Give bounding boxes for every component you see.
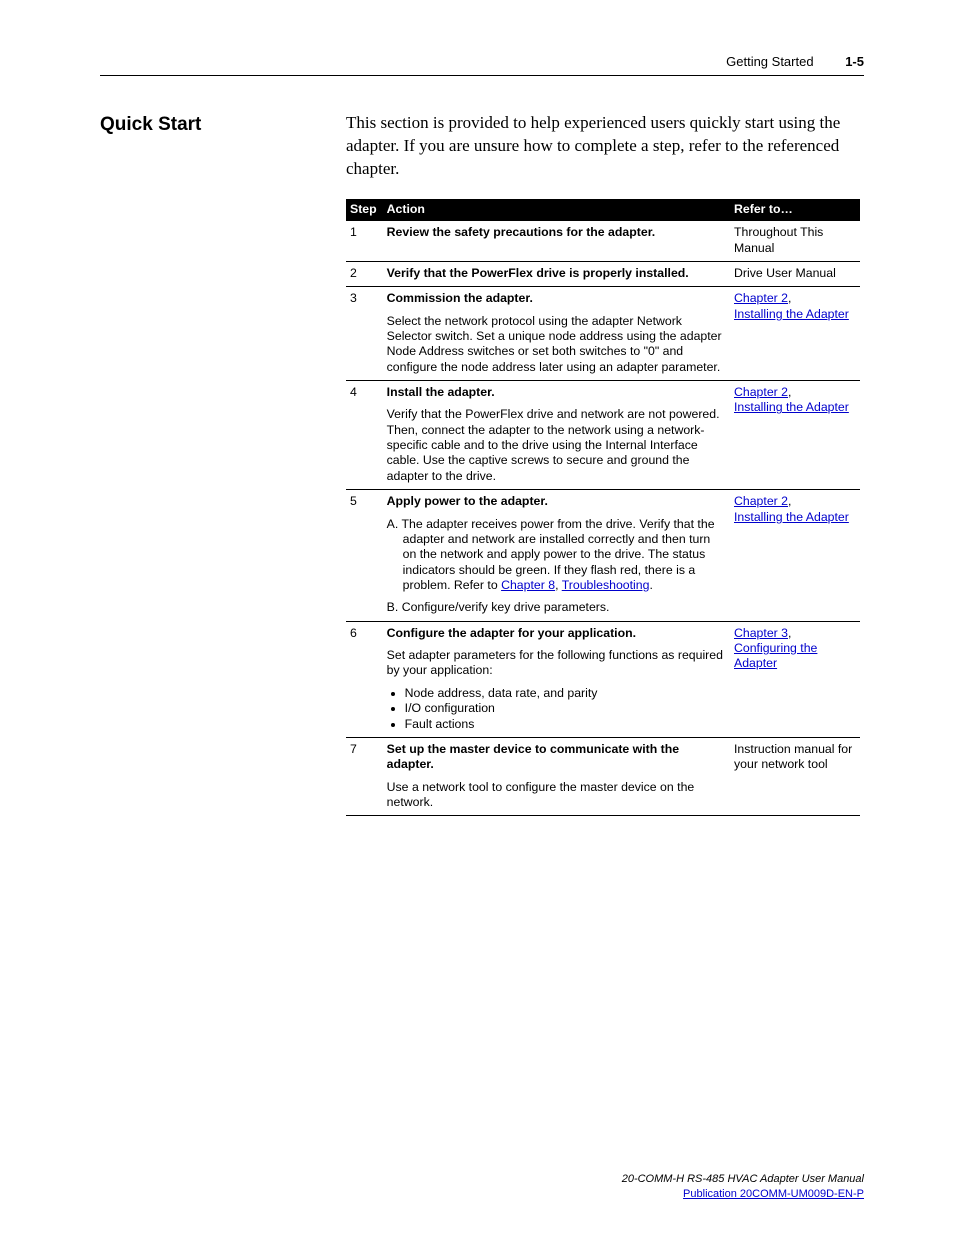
cell-step: 6 [346, 621, 383, 737]
refer-sep: , [788, 626, 791, 640]
cell-action: Install the adapter. Verify that the Pow… [383, 381, 730, 490]
table-row: 5 Apply power to the adapter. A. The ada… [346, 490, 860, 622]
cell-step: 7 [346, 737, 383, 815]
header-breadcrumb: Getting Started [726, 54, 813, 69]
action-item-b: B. Configure/verify key drive parameters… [387, 600, 724, 615]
cell-step: 2 [346, 261, 383, 286]
footer-manual-title: 20-COMM-H RS-485 HVAC Adapter User Manua… [622, 1172, 864, 1186]
refer-link[interactable]: Installing the Adapter [734, 307, 849, 321]
bullet-item: Fault actions [405, 717, 724, 732]
cell-refer: Drive User Manual [730, 261, 860, 286]
cell-step: 4 [346, 381, 383, 490]
quick-start-table: Step Action Refer to… 1 Review the safet… [346, 199, 860, 817]
action-title: Commission the adapter. [387, 291, 533, 305]
refer-link[interactable]: Installing the Adapter [734, 510, 849, 524]
action-title: Verify that the PowerFlex drive is prope… [387, 266, 689, 280]
cell-refer: Chapter 2, Installing the Adapter [730, 490, 860, 622]
action-item-a: A. The adapter receives power from the d… [387, 517, 724, 594]
cell-step: 3 [346, 287, 383, 381]
cell-step: 5 [346, 490, 383, 622]
action-title: Review the safety precautions for the ad… [387, 225, 656, 239]
bullet-item: Node address, data rate, and parity [405, 686, 724, 701]
cell-action: Apply power to the adapter. A. The adapt… [383, 490, 730, 622]
cell-action: Set up the master device to communicate … [383, 737, 730, 815]
table-row: 4 Install the adapter. Verify that the P… [346, 381, 860, 490]
cell-action: Commission the adapter. Select the netwo… [383, 287, 730, 381]
action-bullets: Node address, data rate, and parity I/O … [387, 686, 724, 732]
action-title: Configure the adapter for your applicati… [387, 626, 636, 640]
cell-refer: Chapter 2, Installing the Adapter [730, 287, 860, 381]
item-b-text: Configure/verify key drive parameters. [402, 600, 610, 614]
refer-link[interactable]: Chapter 2 [734, 494, 788, 508]
refer-link[interactable]: Chapter 3 [734, 626, 788, 640]
refer-link[interactable]: Installing the Adapter [734, 400, 849, 414]
action-desc: Use a network tool to configure the mast… [387, 780, 724, 811]
footer-publication-link[interactable]: Publication 20COMM-UM009D-EN-P [683, 1188, 864, 1200]
action-desc: Set adapter parameters for the following… [387, 648, 724, 679]
table-row: 1 Review the safety precautions for the … [346, 221, 860, 262]
cell-action: Verify that the PowerFlex drive is prope… [383, 261, 730, 286]
table-row: 6 Configure the adapter for your applica… [346, 621, 860, 737]
table-row: 3 Commission the adapter. Select the net… [346, 287, 860, 381]
action-title: Apply power to the adapter. [387, 494, 548, 508]
cell-refer: Throughout This Manual [730, 221, 860, 262]
item-b-prefix: B. [387, 600, 402, 614]
bullet-item: I/O configuration [405, 701, 724, 716]
item-a-sep: , [555, 578, 562, 592]
refer-sep: , [788, 494, 791, 508]
item-a-link[interactable]: Troubleshooting [562, 578, 650, 592]
action-title: Install the adapter. [387, 385, 495, 399]
cell-refer: Chapter 3, Configuring the Adapter [730, 621, 860, 737]
table-row: 7 Set up the master device to communicat… [346, 737, 860, 815]
action-title: Set up the master device to communicate … [387, 742, 679, 771]
item-a-link[interactable]: Chapter 8 [501, 578, 555, 592]
action-desc: Verify that the PowerFlex drive and netw… [387, 407, 724, 484]
cell-refer: Chapter 2, Installing the Adapter [730, 381, 860, 490]
cell-action: Configure the adapter for your applicati… [383, 621, 730, 737]
cell-refer: Instruction manual for your network tool [730, 737, 860, 815]
refer-link[interactable]: Configuring the Adapter [734, 641, 817, 670]
col-action: Action [383, 199, 730, 221]
refer-link[interactable]: Chapter 2 [734, 291, 788, 305]
section-heading: Quick Start [100, 112, 346, 136]
table-row: 2 Verify that the PowerFlex drive is pro… [346, 261, 860, 286]
header-page-number: 1-5 [845, 54, 864, 69]
section-intro: This section is provided to help experie… [346, 112, 864, 181]
cell-action: Review the safety precautions for the ad… [383, 221, 730, 262]
page-footer: 20-COMM-H RS-485 HVAC Adapter User Manua… [622, 1172, 864, 1201]
refer-sep: , [788, 385, 791, 399]
item-a-prefix: A. [387, 517, 402, 531]
col-step: Step [346, 199, 383, 221]
item-a-suffix: . [649, 578, 652, 592]
col-refer: Refer to… [730, 199, 860, 221]
cell-step: 1 [346, 221, 383, 262]
refer-sep: , [788, 291, 791, 305]
refer-link[interactable]: Chapter 2 [734, 385, 788, 399]
page-header: Getting Started 1-5 [100, 54, 864, 76]
action-desc: Select the network protocol using the ad… [387, 314, 724, 375]
